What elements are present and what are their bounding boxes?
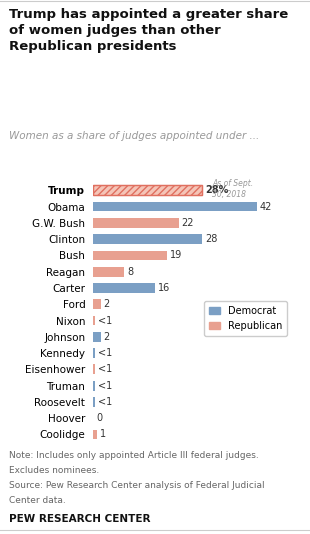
Text: As of Sept.
30, 2018: As of Sept. 30, 2018 xyxy=(212,179,253,199)
Bar xyxy=(93,316,95,325)
Text: 28: 28 xyxy=(205,234,218,244)
Text: Women as a share of judges appointed under ...: Women as a share of judges appointed und… xyxy=(9,131,259,141)
Text: 0: 0 xyxy=(96,413,102,423)
Text: 19: 19 xyxy=(170,250,182,261)
Bar xyxy=(93,218,179,227)
Text: 8: 8 xyxy=(127,266,133,277)
Text: 2: 2 xyxy=(104,332,110,342)
Text: 1: 1 xyxy=(100,429,106,439)
Text: <1: <1 xyxy=(98,348,112,358)
Text: 42: 42 xyxy=(260,201,272,211)
Text: Note: Includes only appointed Article III federal judges.: Note: Includes only appointed Article II… xyxy=(9,451,259,460)
Text: <1: <1 xyxy=(98,364,112,374)
Text: PEW RESEARCH CENTER: PEW RESEARCH CENTER xyxy=(9,514,151,524)
Text: 16: 16 xyxy=(158,283,170,293)
Text: 28%: 28% xyxy=(205,185,228,195)
Bar xyxy=(93,250,167,260)
Legend: Democrat, Republican: Democrat, Republican xyxy=(204,301,287,336)
Bar xyxy=(93,185,202,195)
Bar xyxy=(93,381,95,390)
Text: Center data.: Center data. xyxy=(9,496,66,505)
Text: Trump has appointed a greater share
of women judges than other
Republican presid: Trump has appointed a greater share of w… xyxy=(9,8,289,53)
Bar xyxy=(93,397,95,407)
Text: Excludes nominees.: Excludes nominees. xyxy=(9,466,100,475)
Text: <1: <1 xyxy=(98,381,112,391)
Bar xyxy=(93,283,156,293)
Bar xyxy=(93,185,202,195)
Text: 22: 22 xyxy=(182,218,194,228)
Text: 2: 2 xyxy=(104,299,110,309)
Text: <1: <1 xyxy=(98,397,112,407)
Bar xyxy=(93,202,257,211)
Bar xyxy=(93,234,202,244)
Bar xyxy=(93,300,101,309)
Bar xyxy=(93,348,95,358)
Bar xyxy=(93,430,97,439)
Text: Source: Pew Research Center analysis of Federal Judicial: Source: Pew Research Center analysis of … xyxy=(9,481,265,490)
Bar xyxy=(93,365,95,374)
Bar xyxy=(93,267,124,277)
Bar xyxy=(93,332,101,342)
Text: <1: <1 xyxy=(98,316,112,326)
